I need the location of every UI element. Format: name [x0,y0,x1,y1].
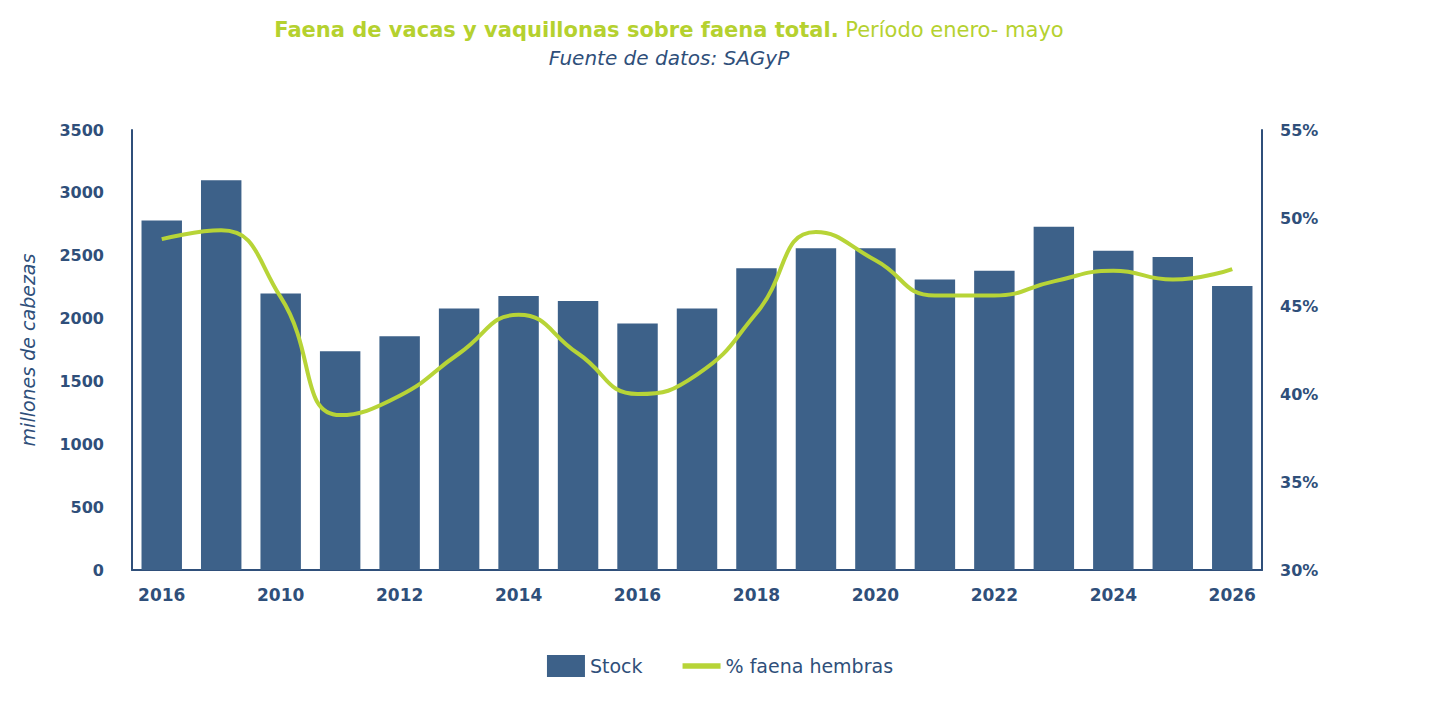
svg-text:2016: 2016 [614,585,661,605]
svg-text:Período enero- mayo: Período enero- mayo [839,18,1064,42]
svg-text:2016: 2016 [138,585,185,605]
svg-text:2026: 2026 [1209,585,1256,605]
svg-text:2010: 2010 [257,585,304,605]
svg-text:% faena hembras: % faena hembras [726,655,894,677]
svg-text:millones de cabezas: millones de cabezas [17,254,39,447]
svg-text:30%: 30% [1280,561,1318,580]
svg-text:0: 0 [93,561,104,580]
svg-text:1500: 1500 [59,372,104,391]
svg-text:3000: 3000 [59,183,104,202]
svg-text:2024: 2024 [1090,585,1137,605]
svg-text:2020: 2020 [852,585,899,605]
svg-text:1000: 1000 [59,435,104,454]
svg-text:50%: 50% [1280,209,1318,228]
svg-text:2014: 2014 [495,585,542,605]
svg-text:55%: 55% [1280,121,1318,140]
svg-text:45%: 45% [1280,297,1318,316]
svg-text:2012: 2012 [376,585,423,605]
svg-text:Fuente de datos: SAGyP: Fuente de datos: SAGyP [549,46,790,70]
svg-text:Stock: Stock [590,655,643,677]
svg-text:2000: 2000 [59,309,104,328]
svg-text:2500: 2500 [59,246,104,265]
svg-text:35%: 35% [1280,473,1318,492]
svg-text:500: 500 [71,498,104,517]
svg-text:2022: 2022 [971,585,1018,605]
svg-text:Faena de vacas y vaquillonas s: Faena de vacas y vaquillonas sobre faena… [274,18,838,42]
svg-text:40%: 40% [1280,385,1318,404]
svg-text:3500: 3500 [59,121,104,140]
svg-text:2018: 2018 [733,585,780,605]
